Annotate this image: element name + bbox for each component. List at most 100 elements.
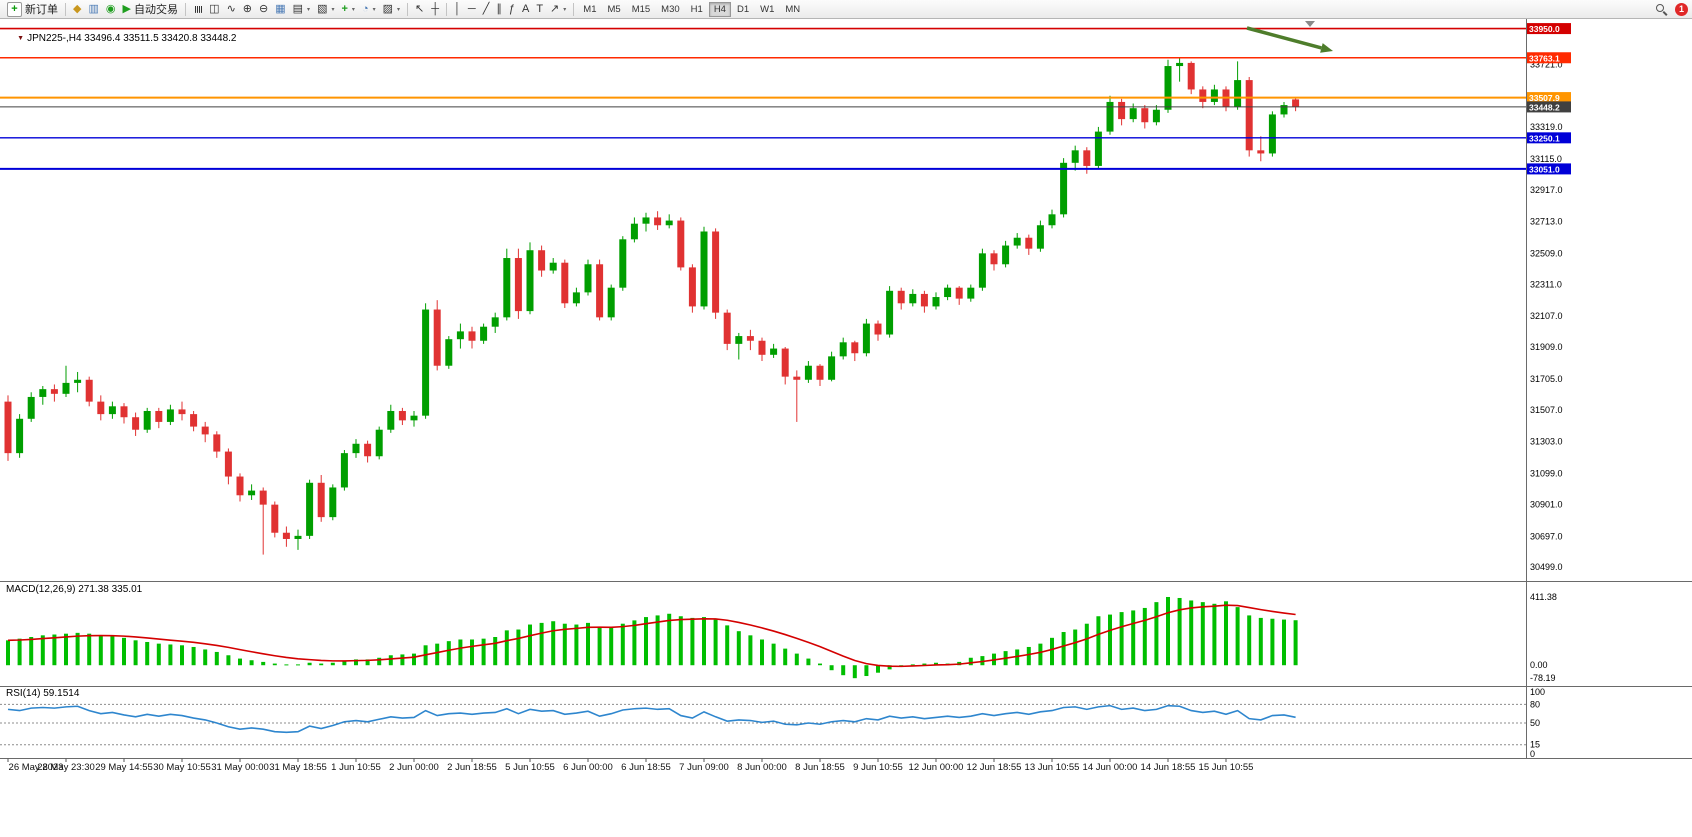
crosshair-tool-button[interactable]: ┼ bbox=[428, 1, 442, 18]
macd-histogram-bar bbox=[516, 629, 521, 666]
line-chart-mode-button[interactable]: ∿ bbox=[224, 1, 239, 18]
periods-button[interactable]: ◔ ▾ bbox=[359, 1, 379, 18]
macd-histogram-bar bbox=[539, 622, 544, 666]
arrow-annotation[interactable] bbox=[1246, 26, 1322, 50]
candle-body bbox=[456, 331, 464, 340]
candle-body bbox=[1048, 214, 1056, 226]
macd-histogram-bar bbox=[748, 635, 753, 666]
price-axis-label: 30499.0 bbox=[1530, 562, 1563, 572]
zoom-in-icon: ⊕ bbox=[242, 2, 253, 15]
market-watch-button[interactable]: ◆ bbox=[70, 1, 84, 18]
vertical-line-tool-button[interactable]: │ bbox=[451, 1, 464, 18]
timeframe-button-d1[interactable]: D1 bbox=[732, 2, 754, 17]
chart-shift-marker-icon[interactable] bbox=[1305, 21, 1315, 27]
timeframe-button-h4[interactable]: H4 bbox=[708, 1, 731, 17]
macd-histogram-bar bbox=[122, 637, 126, 666]
candle-body bbox=[781, 348, 789, 377]
cursor-icon: ↖ bbox=[415, 2, 425, 15]
strategy-tester-button[interactable]: ◉ bbox=[103, 1, 119, 18]
macd-histogram-bar bbox=[493, 637, 498, 666]
new-order-icon: + bbox=[7, 1, 22, 17]
time-axis-label: 13 Jun 10:55 bbox=[1025, 762, 1080, 773]
search-icon bbox=[1656, 3, 1667, 15]
autotrading-button[interactable]: ▶ 自动交易 bbox=[119, 1, 180, 18]
candle-body bbox=[1025, 237, 1033, 249]
zoom-in-button[interactable]: ⊕ bbox=[240, 1, 255, 18]
macd-histogram-bar bbox=[922, 663, 927, 666]
candle-body bbox=[108, 406, 116, 415]
price-tag-label: 33448.2 bbox=[1529, 102, 1560, 112]
macd-histogram-bar bbox=[75, 632, 80, 666]
candle-body bbox=[213, 434, 221, 452]
time-axis-label: 8 Jun 00:00 bbox=[737, 762, 787, 773]
search-button[interactable] bbox=[1653, 1, 1670, 18]
time-axis-label: 7 Jun 09:00 bbox=[679, 762, 729, 773]
arrow-annotation-head[interactable] bbox=[1320, 43, 1333, 53]
time-axis-label: 2 Jun 18:55 bbox=[447, 762, 497, 773]
time-axis-label: 14 Jun 18:55 bbox=[1141, 762, 1196, 773]
candle-body bbox=[329, 487, 337, 518]
macd-histogram-bar bbox=[1154, 602, 1159, 666]
macd-axis-label: -78.19 bbox=[1530, 673, 1556, 683]
timeframe-button-m5[interactable]: M5 bbox=[602, 2, 625, 17]
bar-chart-mode-button[interactable]: ≣ bbox=[190, 1, 205, 18]
timeframe-button-w1[interactable]: W1 bbox=[755, 2, 779, 17]
candle-body bbox=[967, 287, 975, 299]
candle-body bbox=[572, 292, 580, 304]
horizontal-line-tool-button[interactable]: ─ bbox=[465, 1, 479, 18]
indicators-button[interactable]: + ▾ bbox=[338, 1, 357, 18]
price-tag[interactable] bbox=[1527, 101, 1571, 113]
time-axis-label: 1 Jun 10:55 bbox=[331, 762, 381, 773]
data-window-button[interactable]: ▥ bbox=[85, 1, 101, 18]
candle-body bbox=[746, 336, 754, 341]
cursor-tool-button[interactable]: ↖ bbox=[412, 1, 427, 18]
candle-body bbox=[1106, 101, 1114, 132]
trendline-tool-button[interactable]: ╱ bbox=[480, 1, 493, 18]
candle-body bbox=[224, 451, 232, 477]
zoom-out-icon: ⊖ bbox=[259, 2, 269, 15]
macd-histogram-bar bbox=[145, 641, 150, 666]
timeframe-button-mn[interactable]: MN bbox=[780, 2, 805, 17]
price-axis-label: 31303.0 bbox=[1530, 437, 1563, 447]
zoom-out-button[interactable]: ⊖ bbox=[256, 1, 271, 18]
text-tool-button[interactable]: A bbox=[519, 1, 532, 18]
candle-body bbox=[1187, 62, 1195, 90]
toolbar-separator bbox=[65, 2, 66, 16]
notification-badge[interactable]: 1 bbox=[1675, 2, 1688, 16]
new-order-button[interactable]: + 新订单 bbox=[4, 1, 61, 18]
timeframe-button-m15[interactable]: M15 bbox=[627, 2, 655, 17]
candle-body bbox=[143, 410, 151, 430]
templates-button[interactable]: ▨ ▾ bbox=[380, 1, 403, 18]
candle-body bbox=[596, 264, 604, 318]
macd-histogram-bar bbox=[238, 658, 242, 666]
candlestick-mode-button[interactable]: ◫ bbox=[206, 1, 222, 18]
candle-body bbox=[654, 217, 662, 226]
time-axis-label: 14 Jun 00:00 bbox=[1083, 762, 1138, 773]
price-tag[interactable] bbox=[1527, 23, 1571, 35]
macd-histogram-bar bbox=[574, 624, 579, 666]
timeframe-button-m30[interactable]: M30 bbox=[656, 2, 684, 17]
price-tag[interactable] bbox=[1527, 92, 1571, 104]
channel-tool-button[interactable]: ∥ bbox=[493, 1, 505, 18]
fibonacci-tool-button[interactable]: ƒ bbox=[506, 1, 518, 18]
time-axis-label: 31 May 18:55 bbox=[269, 762, 327, 773]
price-axis-label: 31909.0 bbox=[1530, 342, 1563, 352]
chart-profiles-button[interactable]: ▧ ▾ bbox=[314, 1, 337, 18]
candle-body bbox=[514, 258, 522, 312]
candle-body bbox=[990, 253, 998, 265]
price-tag[interactable] bbox=[1527, 132, 1571, 144]
arrows-tool-button[interactable]: ↗ ▾ bbox=[547, 1, 569, 18]
candle-body bbox=[306, 482, 314, 536]
price-tag[interactable] bbox=[1527, 163, 1571, 175]
label-tool-button[interactable]: T bbox=[533, 1, 546, 18]
data-window-icon: ▥ bbox=[88, 2, 99, 15]
tile-windows-button[interactable]: ▦ bbox=[272, 1, 288, 18]
timeframe-button-h1[interactable]: H1 bbox=[686, 2, 708, 17]
price-tag[interactable] bbox=[1527, 52, 1571, 64]
candle-body bbox=[816, 365, 824, 380]
macd-histogram-bar bbox=[1073, 629, 1078, 666]
new-chart-button[interactable]: ▤ ▾ bbox=[290, 1, 313, 18]
timeframe-button-m1[interactable]: M1 bbox=[578, 2, 601, 17]
candle-body bbox=[85, 379, 93, 402]
